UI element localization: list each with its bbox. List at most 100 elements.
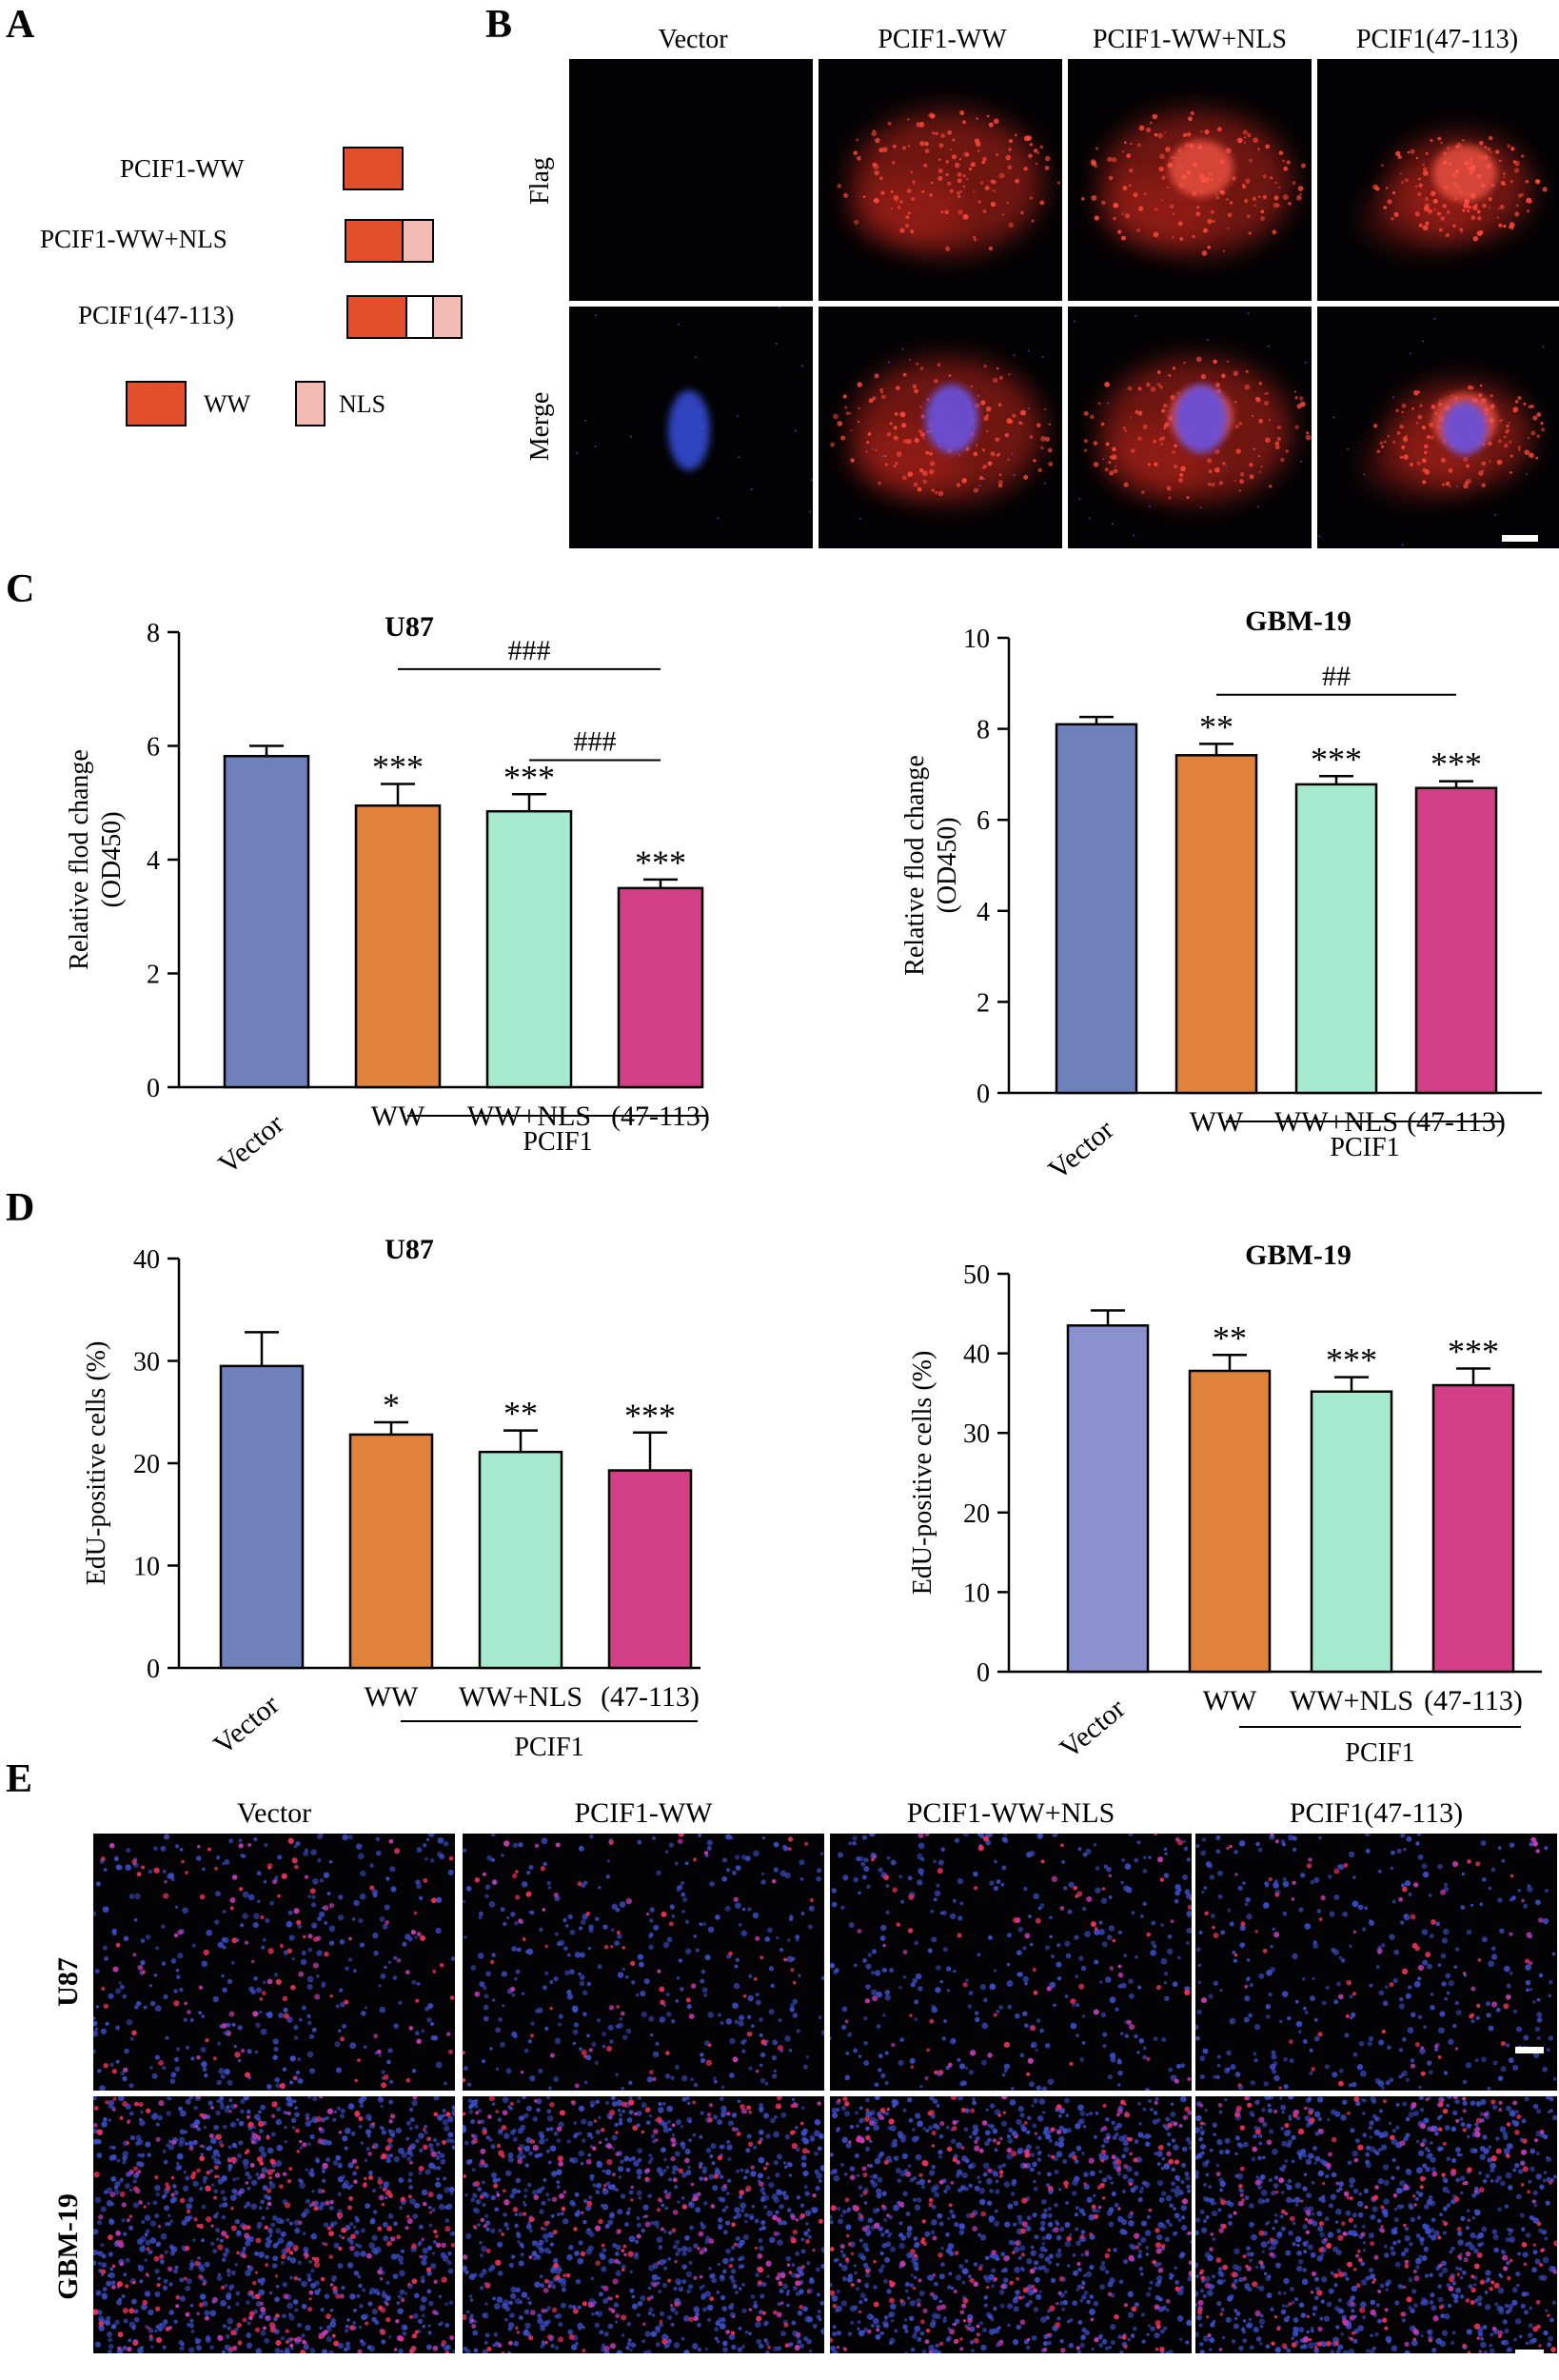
- flag-dot: [1129, 169, 1134, 173]
- dapi-cell: [345, 2345, 351, 2351]
- dapi-cell: [1023, 1886, 1028, 1892]
- dapi-cell: [301, 2333, 306, 2338]
- dapi-cell: [409, 2127, 413, 2131]
- edu-cell: [503, 1840, 510, 1847]
- dapi-cell: [765, 2350, 770, 2353]
- dapi-speck: [1363, 473, 1366, 476]
- dapi-speck: [983, 477, 986, 480]
- flag-dot: [1121, 150, 1124, 153]
- dapi-cell: [631, 1980, 636, 1985]
- flag-dot: [1225, 197, 1229, 201]
- dapi-cell: [326, 2140, 332, 2146]
- flag-dot: [1445, 481, 1450, 486]
- dapi-cell: [680, 2125, 684, 2129]
- dapi-cell: [1400, 1834, 1406, 1838]
- dapi-cell: [617, 2209, 623, 2215]
- edu-cell: [231, 1937, 238, 1944]
- dapi-cell: [1242, 1881, 1246, 1885]
- dapi-cell: [501, 1971, 507, 1977]
- dapi-cell: [1085, 1848, 1092, 1854]
- edu-cell: [231, 1874, 238, 1880]
- dapi-cell: [100, 2243, 105, 2248]
- edu-cell: [864, 1998, 871, 2004]
- dapi-cell: [649, 1932, 654, 1937]
- edu-cell: [1233, 1954, 1238, 1957]
- flag-dot: [1410, 149, 1415, 154]
- dapi-cell: [307, 2096, 312, 2099]
- significance-label: ***: [503, 758, 555, 796]
- flag-dot: [1404, 178, 1410, 183]
- edu-cell: [423, 2144, 428, 2151]
- dapi-cell: [1407, 2027, 1414, 2034]
- edu-cell: [355, 2166, 360, 2170]
- edu-cell: [337, 2212, 344, 2219]
- dapi-cell: [776, 1935, 780, 1940]
- dapi-cell: [1352, 2081, 1357, 2088]
- dapi-cell: [592, 2183, 597, 2188]
- edu-cell: [630, 1960, 636, 1966]
- dapi-cell: [777, 2302, 781, 2307]
- dapi-cell: [753, 2145, 758, 2150]
- dapi-cell: [773, 2114, 778, 2119]
- flag-dot: [1487, 147, 1491, 151]
- dapi-cell: [765, 2341, 770, 2347]
- dapi-cell: [1142, 1901, 1147, 1907]
- dapi-cell: [429, 2263, 437, 2270]
- dapi-cell: [1243, 2016, 1250, 2023]
- dapi-cell: [328, 1925, 336, 1933]
- flag-dot: [1417, 414, 1423, 420]
- edu-cell: [907, 1928, 914, 1934]
- dapi-cell: [294, 2228, 301, 2234]
- dapi-cell: [918, 1986, 923, 1992]
- dapi-cell: [447, 1869, 454, 1875]
- dapi-cell: [650, 2330, 658, 2337]
- dapi-cell: [1523, 1903, 1529, 1909]
- dapi-cell: [1151, 1920, 1156, 1926]
- edu-cell: [1026, 2072, 1031, 2076]
- dapi-cell: [309, 2348, 316, 2353]
- dapi-cell: [706, 1839, 713, 1846]
- flag-dot: [1482, 469, 1485, 472]
- dapi-cell: [426, 2289, 432, 2294]
- dapi-cell: [341, 2286, 345, 2291]
- dapi-cell: [103, 1868, 108, 1872]
- dapi-cell: [507, 2152, 514, 2158]
- dapi-cell: [163, 2193, 168, 2198]
- dapi-cell: [106, 2280, 112, 2287]
- flag-dot: [1392, 191, 1396, 195]
- edu-cell: [171, 2139, 177, 2145]
- dapi-cell: [505, 2170, 512, 2176]
- flag-dot: [899, 411, 906, 418]
- dapi-cell: [567, 1953, 571, 1957]
- dapi-cell: [1548, 2035, 1554, 2041]
- flag-dot: [1510, 147, 1515, 151]
- dapi-cell: [544, 2238, 549, 2243]
- edu-cell: [482, 1872, 487, 1876]
- dapi-cell: [681, 2096, 687, 2102]
- edu-cell: [755, 2070, 760, 2073]
- edu-cell: [1213, 1933, 1219, 1939]
- dapi-cell: [226, 2291, 232, 2298]
- flag-dot: [937, 169, 943, 173]
- dapi-cell: [543, 1861, 547, 1867]
- flag-dot: [1532, 415, 1538, 421]
- dapi-cell: [745, 2148, 751, 2153]
- dapi-cell: [542, 1985, 547, 1991]
- dapi-cell: [661, 2333, 668, 2341]
- dapi-speck: [1318, 535, 1321, 538]
- flag-dot: [1385, 187, 1389, 189]
- dapi-cell: [193, 2106, 198, 2111]
- dapi-cell: [97, 2251, 104, 2257]
- edu-cell: [534, 1843, 540, 1849]
- flag-dot: [1466, 464, 1470, 468]
- dapi-cell: [168, 2144, 175, 2151]
- edu-cell: [205, 2185, 211, 2192]
- chart-title: GBM-19: [1245, 1240, 1352, 1271]
- flag-dot: [1095, 147, 1099, 150]
- dapi-cell: [488, 1900, 496, 1908]
- flag-dot: [1280, 457, 1285, 463]
- dapi-cell: [397, 2147, 405, 2154]
- flag-dot: [1517, 446, 1521, 449]
- dapi-cell: [1226, 2067, 1231, 2072]
